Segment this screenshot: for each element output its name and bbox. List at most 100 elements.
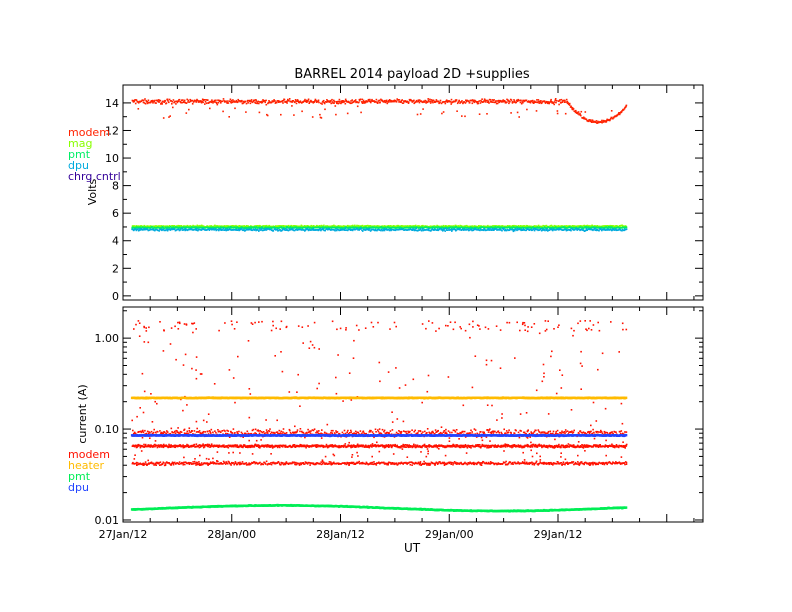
voltage-point-mag (557, 225, 560, 227)
voltage-point-mag (611, 225, 613, 227)
voltage-point-pmt (237, 227, 239, 229)
voltage-point-dpu (185, 228, 187, 230)
voltage-point-mag (257, 225, 259, 227)
voltage-point-modem (287, 98, 289, 101)
voltage-point-modem (612, 117, 614, 120)
voltage-point-mag (224, 225, 226, 227)
voltage-point-dpu (263, 229, 265, 231)
voltage-point-modem (143, 102, 146, 104)
current-point-modem (563, 431, 566, 433)
voltage-point-dpu (335, 228, 337, 230)
voltage-point-pmt (263, 227, 266, 229)
voltage-point-modem (207, 99, 209, 101)
voltage-point-modem (464, 102, 467, 104)
voltage-point-dpu (551, 228, 553, 230)
voltage-point-modem (194, 100, 197, 102)
voltage-point-pmt (320, 226, 322, 229)
voltage-point-modem (221, 100, 224, 103)
voltage-point-dpu (260, 229, 262, 231)
voltage-point-dpu (152, 228, 155, 230)
current-point-modem (447, 430, 450, 432)
voltage-point-modem (140, 100, 143, 102)
voltage-point-mag (173, 225, 175, 227)
voltage-point-modem (410, 99, 412, 101)
voltage-point-modem (249, 102, 252, 105)
voltage-point-modem (508, 102, 510, 105)
voltage-point-pmt (171, 227, 174, 229)
current-point-modem (304, 436, 306, 439)
current-point-modem (208, 430, 211, 432)
voltage-point-modem (591, 119, 594, 121)
current-point-modem (389, 444, 392, 446)
current-point-modem (583, 445, 586, 448)
current-point-modem (186, 443, 188, 446)
voltage-point-pmt (326, 226, 328, 229)
current-point-modem (461, 444, 464, 447)
voltage-point-mag (577, 225, 580, 227)
voltage-point-pmt (183, 226, 185, 228)
voltage-point-modem (536, 101, 539, 104)
current-point-modem (292, 431, 294, 434)
current-point-modem (174, 446, 177, 449)
current-point-modem (455, 444, 457, 446)
voltage-point-modem (307, 98, 310, 101)
voltage-point-modem (568, 104, 571, 106)
current-point-modem (494, 430, 496, 433)
current-x-ticks: 27Jan/12 28Jan/00 28Jan/12 29Jan/00 29Jan/12 (99, 307, 695, 541)
voltage-point-modem (351, 99, 353, 101)
current-point-modem (153, 428, 155, 431)
current-point-modem (384, 445, 386, 447)
voltage-point-mag (518, 225, 520, 227)
voltage-point-modem (450, 101, 452, 103)
current-point-modem (470, 447, 472, 449)
voltage-point-dpu (586, 229, 589, 231)
voltage-point-modem (551, 101, 553, 103)
voltage-point-modem (538, 100, 541, 103)
voltage-point-mag (222, 225, 225, 227)
voltage-point-modem (151, 100, 153, 103)
current-point-modem (468, 446, 471, 448)
current-point-modem (405, 432, 408, 435)
current-point-modem (500, 446, 502, 448)
current-point-modem (292, 444, 295, 446)
voltage-point-modem (191, 99, 194, 102)
current-point-modem (358, 433, 360, 435)
current-point-modem (187, 444, 190, 447)
voltage-point-modem (335, 113, 337, 116)
voltage-point-pmt (436, 226, 439, 229)
current-point-modem (547, 432, 549, 434)
current-point-modem (332, 446, 334, 448)
current-point-modem (545, 446, 548, 448)
voltage-point-dpu (158, 230, 160, 232)
voltage-point-modem (186, 98, 188, 101)
voltage-point-dpu (384, 228, 386, 231)
voltage-point-modem (162, 117, 165, 119)
current-point-modem (251, 446, 253, 448)
voltage-point-modem (388, 99, 391, 101)
current-point-modem (244, 444, 246, 446)
voltage-point-modem (565, 101, 567, 103)
voltage-point-dpu (138, 228, 141, 230)
voltage-point-mag (401, 225, 403, 227)
current-point-modem (304, 445, 307, 448)
current-point-modem (137, 443, 140, 446)
voltage-point-modem (622, 108, 625, 111)
voltage-point-modem (214, 101, 216, 103)
voltage-point-modem (217, 99, 219, 101)
voltage-point-pmt (590, 226, 593, 229)
current-point-modem (478, 433, 481, 435)
voltage-point-dpu (334, 229, 336, 232)
current-point-modem (572, 445, 574, 447)
voltage-point-modem (323, 102, 326, 105)
voltage-point-pmt (286, 226, 288, 228)
current-point-modem (580, 431, 583, 434)
current-point-modem (571, 444, 573, 447)
voltage-point-pmt (556, 227, 558, 229)
voltage-point-pmt (583, 227, 585, 229)
current-point-modem (536, 446, 539, 448)
voltage-point-mag (552, 225, 554, 228)
current-point-modem (371, 446, 373, 448)
current-point-modem (325, 432, 328, 435)
voltage-point-modem (513, 99, 515, 101)
current-point-modem (591, 432, 594, 435)
